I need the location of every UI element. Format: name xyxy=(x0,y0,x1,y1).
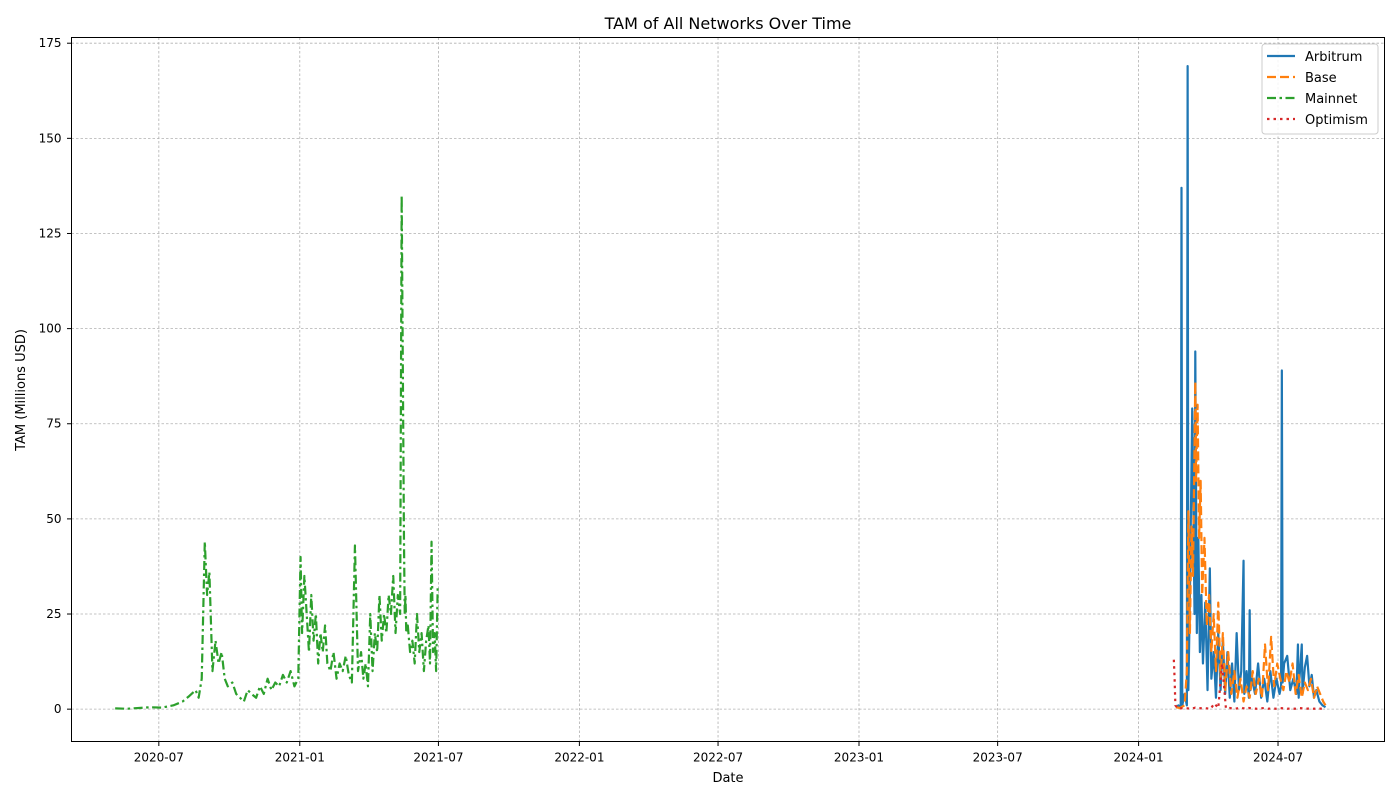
legend-entry-optimism: Optimism xyxy=(1305,113,1368,128)
y-tick-label: 100 xyxy=(39,322,62,336)
x-tick-label: 2023-01 xyxy=(834,751,884,765)
x-axis: 2020-07 2021-01 2021-07 2022-01 2022-07 2023-… xyxy=(134,741,1303,765)
series-lines xyxy=(115,64,1327,710)
x-tick-label: 2024-07 xyxy=(1253,751,1303,765)
y-tick-label: 25 xyxy=(46,607,61,621)
legend-entry-base: Base xyxy=(1305,71,1337,86)
legend: Arbitrum Base Mainnet Optimism xyxy=(1261,43,1379,135)
legend-entry-mainnet: Mainnet xyxy=(1305,92,1357,107)
legend-box xyxy=(1261,43,1379,135)
x-tick-label: 2020-07 xyxy=(134,751,184,765)
x-tick-label: 2024-01 xyxy=(1114,751,1164,765)
y-tick-label: 0 xyxy=(54,702,62,716)
x-tick-label: 2021-07 xyxy=(413,751,463,765)
legend-entry-arbitrum: Arbitrum xyxy=(1305,50,1362,65)
plot-frame xyxy=(71,37,1385,742)
series-line-mainnet xyxy=(115,194,439,710)
series-line-base xyxy=(1175,380,1327,710)
x-tick-label: 2022-07 xyxy=(693,751,743,765)
x-tick-label: 2023-07 xyxy=(973,751,1023,765)
y-tick-label: 175 xyxy=(39,36,62,50)
y-tick-label: 75 xyxy=(46,417,61,431)
x-tick-label: 2021-01 xyxy=(275,751,325,765)
series-line-optimism xyxy=(1172,659,1326,710)
x-tick-label: 2022-01 xyxy=(554,751,604,765)
y-tick-label: 50 xyxy=(46,512,61,526)
y-tick-label: 150 xyxy=(39,131,62,145)
chart-title: TAM of All Networks Over Time xyxy=(604,14,852,33)
y-axis-title: TAM (Millions USD) xyxy=(14,329,29,452)
y-tick-label: 125 xyxy=(39,226,62,240)
x-axis-title: Date xyxy=(712,771,743,786)
grid xyxy=(71,37,1385,742)
y-axis: 0 25 50 75 100 125 150 175 xyxy=(39,36,72,716)
